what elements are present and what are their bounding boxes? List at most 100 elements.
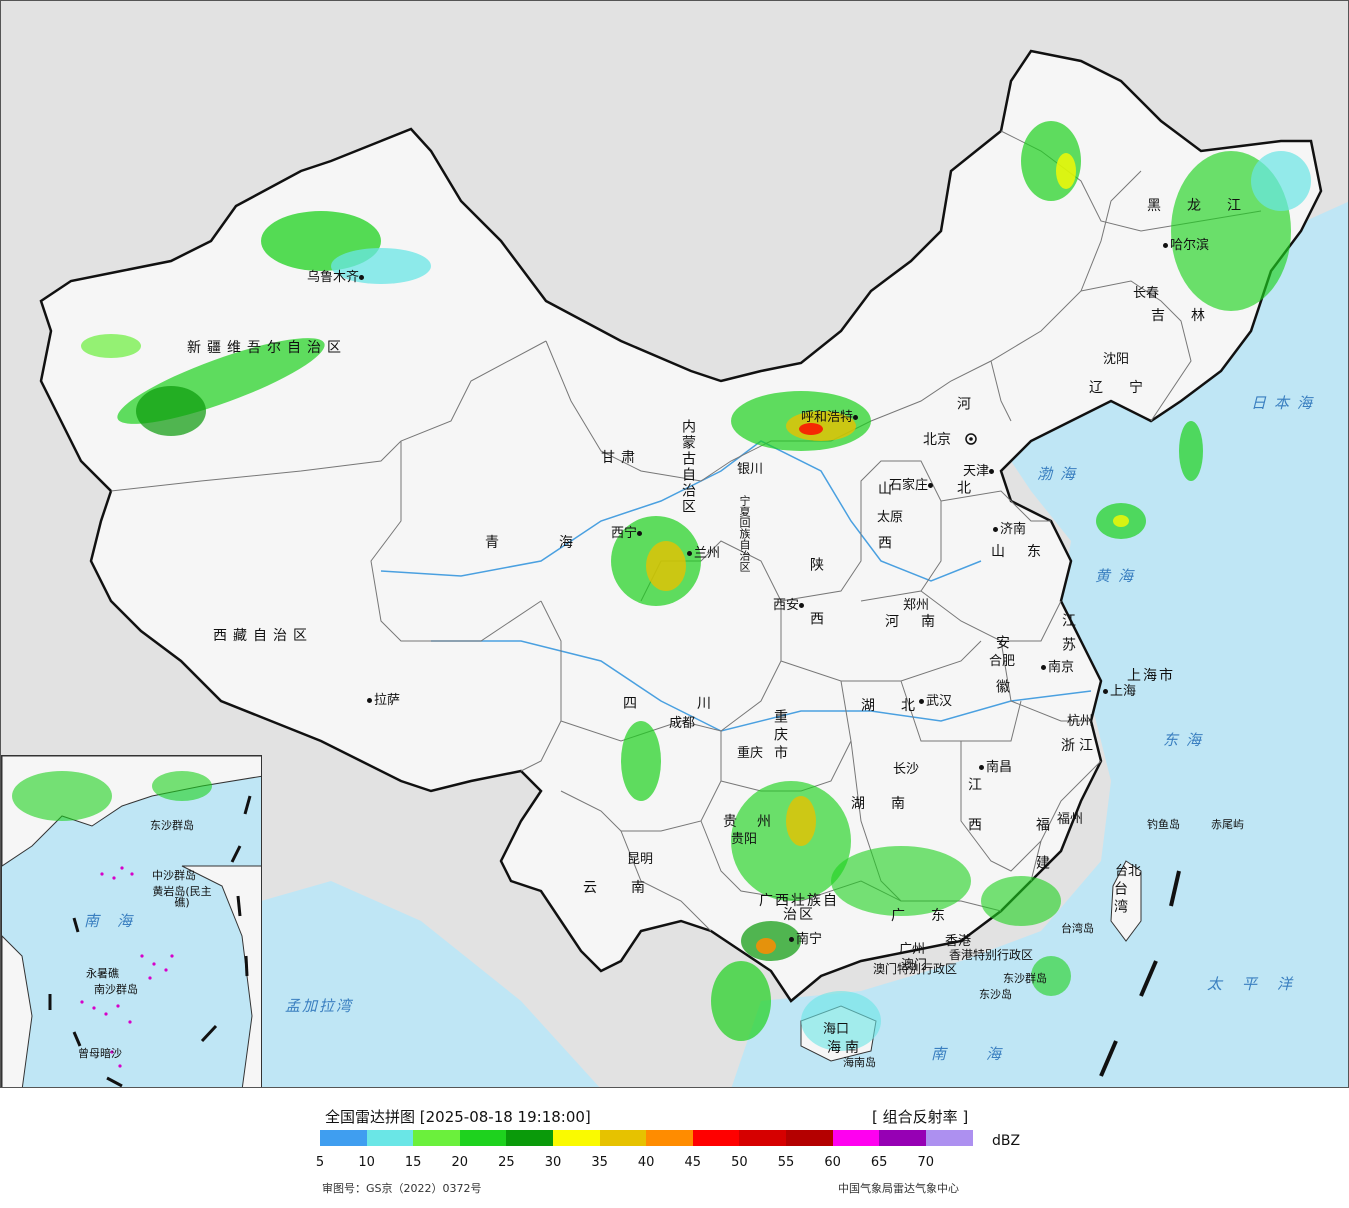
city-kunming: 昆明: [627, 852, 654, 867]
province-label-shanghai: 上海市: [1127, 668, 1175, 684]
city-zhengzhou: 郑州: [903, 598, 930, 613]
province-label-fujian: 福建: [1034, 817, 1050, 893]
color-swatch: [459, 1130, 507, 1146]
legend-unit: dBZ: [992, 1133, 1021, 1149]
scale-tick-label: 20: [451, 1155, 469, 1170]
color-swatch: [506, 1130, 554, 1146]
province-label-jiangsu: 江苏: [1060, 613, 1076, 661]
city-chongqing: 重庆: [737, 746, 764, 761]
color-swatch: [366, 1130, 414, 1146]
province-label-jilin: 吉林: [1151, 308, 1231, 324]
city-taipei: 台北: [1115, 864, 1142, 879]
province-label-sichuan: 四川: [623, 696, 771, 712]
city-hangzhou: 杭州: [1067, 714, 1094, 729]
color-swatch: [925, 1130, 973, 1146]
island-dongsha-group: 东沙群岛: [1003, 972, 1047, 985]
island-hainan: 海南岛: [843, 1056, 876, 1069]
city-jinan: 济南: [993, 523, 1026, 536]
city-haikou: 海口: [823, 1022, 850, 1037]
color-swatch: [786, 1130, 833, 1146]
radar-echoes: [81, 121, 1311, 1051]
color-swatch: [646, 1130, 694, 1146]
sea-east-china: 东海: [1163, 731, 1210, 749]
color-swatch: [879, 1130, 927, 1146]
scale-tick-label: 5: [315, 1155, 325, 1170]
legend-panel: 全国雷达拼图 [2025-08-18 19:18:00] [ 组合反射率 ] d…: [0, 1088, 1349, 1208]
sea-japan: 日本海: [1251, 394, 1321, 412]
scale-tick-label: 70: [917, 1155, 935, 1170]
province-label-shanxi: 山西: [876, 481, 892, 589]
sea-pacific: 太平洋: [1207, 975, 1313, 993]
color-swatch: [599, 1130, 647, 1146]
province-label-guangxi: 广西壮族自治区: [759, 893, 839, 923]
province-label-hunan: 湖南: [851, 796, 931, 812]
color-swatch: [739, 1130, 787, 1146]
south-china-sea-inset: 东沙群岛 中沙群岛 黄岩岛(民主礁) 南海 永暑礁 南沙群岛 曾母暗沙: [1, 755, 262, 1087]
city-shijiazhuang: 石家庄: [889, 479, 935, 492]
city-changchun: 长春: [1133, 286, 1160, 301]
color-swatch: [692, 1130, 740, 1146]
city-lhasa: 拉萨: [367, 694, 400, 707]
inset-label-huangyan: 黄岩岛(民主礁): [152, 885, 212, 909]
inset-graphics: [2, 756, 261, 1087]
province-label-anhui: 安徽: [994, 635, 1010, 723]
province-label-liaoning: 辽宁: [1089, 380, 1169, 396]
bay-of-bengal-area: [261, 881, 600, 1087]
province-label-gansu: 甘肃: [601, 450, 641, 466]
province-label-guangdong: 广东: [891, 908, 971, 924]
inset-label-nanhai: 南海: [84, 912, 151, 930]
city-guangzhou: 广州: [899, 942, 926, 957]
city-hefei: 合肥: [989, 654, 1016, 669]
city-xian: 西安: [773, 599, 806, 612]
province-label-shaanxi: 陕西: [808, 557, 824, 665]
city-nanjing: 南京: [1041, 661, 1074, 674]
city-harbin: 哈尔滨: [1163, 239, 1209, 252]
city-shanghai: 上海: [1103, 685, 1136, 698]
scale-tick-label: 65: [870, 1155, 888, 1170]
province-label-chongqing: 重庆市: [772, 709, 788, 763]
inset-label-nansha: 南沙群岛: [94, 983, 138, 996]
city-wuhan: 武汉: [919, 695, 952, 708]
province-label-hainan: 海南: [827, 1040, 863, 1056]
approval-number: 审图号：GS京（2022）0372号: [322, 1182, 482, 1195]
city-shenyang: 沈阳: [1103, 352, 1130, 367]
city-yinchuan: 银川: [737, 462, 764, 477]
province-label-guizhou: 贵州: [723, 814, 791, 830]
city-taiyuan: 太原: [877, 510, 904, 525]
color-swatch: [320, 1130, 367, 1146]
city-xining: 西宁: [611, 527, 644, 540]
province-label-zhejiang: 浙江: [1061, 738, 1097, 754]
scale-tick-label: 60: [824, 1155, 841, 1170]
city-nanning: 南宁: [789, 933, 822, 946]
province-label-ningxia: 宁夏回族自治区: [738, 495, 751, 572]
scale-tick-label: 50: [731, 1155, 748, 1170]
province-label-heilongjiang: 黑龙江: [1147, 198, 1267, 214]
sea-bohai: 渤海: [1037, 465, 1084, 483]
inset-label-zengmu: 曾母暗沙: [78, 1047, 122, 1060]
sea-bay-of-bengal: 孟加拉湾: [285, 997, 354, 1015]
taiwan-island: [1110, 860, 1142, 942]
scale-tick-label: 55: [777, 1155, 795, 1170]
china-radar-map[interactable]: 新疆维吾尔自治区 西藏自治区 青海 甘肃 内蒙古自治区 黑龙江 吉林 辽宁 河北…: [0, 0, 1349, 1088]
scale-tick-label: 45: [684, 1155, 702, 1170]
city-guiyang: 贵阳: [731, 832, 758, 847]
city-changsha: 长沙: [893, 762, 920, 777]
scale-tick-label: 30: [544, 1155, 562, 1170]
color-swatch: [413, 1130, 461, 1146]
province-label-taiwan: 台湾: [1112, 881, 1128, 917]
inset-label-dongsha: 东沙群岛: [150, 819, 194, 832]
city-chengdu: 成都: [669, 716, 696, 731]
scale-tick-label: 25: [498, 1155, 515, 1170]
scale-tick-label: 15: [404, 1155, 422, 1170]
city-fuzhou: 福州: [1057, 812, 1084, 827]
province-label-hebei: 河北: [955, 396, 971, 564]
province-label-hubei: 湖北: [861, 698, 941, 714]
city-hongkong: 香港: [945, 934, 972, 949]
city-nanchang: 南昌: [979, 761, 1012, 774]
scale-tick-label: 35: [591, 1155, 608, 1170]
province-label-yunnan: 云南: [583, 880, 679, 896]
data-source: 中国气象局雷达气象中心: [838, 1182, 959, 1195]
city-macau: 澳门: [901, 958, 928, 973]
island-taiwan: 台湾岛: [1061, 922, 1094, 935]
